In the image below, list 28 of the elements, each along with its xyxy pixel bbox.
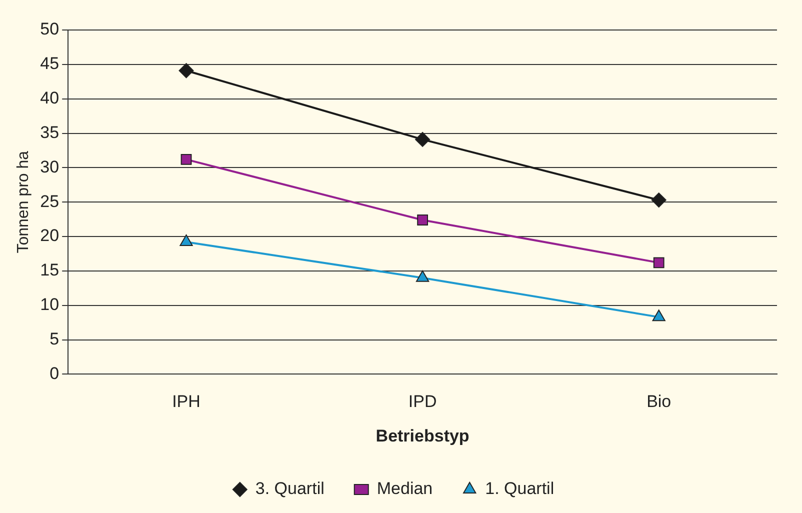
y-tick-label: 30 bbox=[40, 157, 60, 176]
x-tick-label: IPD bbox=[408, 392, 437, 412]
y-axis-title: Tonnen pro ha bbox=[15, 150, 32, 254]
legend-label: Median bbox=[376, 479, 433, 498]
point bbox=[651, 192, 666, 208]
x-tick-label: Bio bbox=[646, 392, 672, 412]
point bbox=[652, 310, 666, 322]
y-tick-label: 20 bbox=[40, 226, 60, 246]
y-tick-label: 5 bbox=[50, 329, 60, 348]
y-tick-label: 45 bbox=[40, 54, 60, 74]
y-tick-label: 10 bbox=[40, 295, 60, 314]
point bbox=[416, 270, 430, 282]
x-axis-title: Betriebstyp bbox=[376, 426, 470, 446]
legend-label: 1. Quartil bbox=[485, 479, 554, 498]
y-tick-label: 25 bbox=[40, 192, 60, 211]
y-tick-label: 15 bbox=[40, 260, 60, 280]
point bbox=[415, 132, 430, 147]
point bbox=[180, 234, 193, 246]
point bbox=[178, 63, 194, 78]
legend-label: 3. Quartil bbox=[255, 479, 324, 498]
point bbox=[180, 154, 192, 165]
y-tick-label: 40 bbox=[40, 88, 60, 108]
point bbox=[417, 214, 428, 226]
point bbox=[653, 257, 664, 268]
y-tick-label: 0 bbox=[50, 364, 60, 383]
x-tick-label: IPH bbox=[172, 392, 200, 412]
y-tick-label: 35 bbox=[40, 122, 60, 142]
y-tick-label: 50 bbox=[40, 20, 60, 39]
